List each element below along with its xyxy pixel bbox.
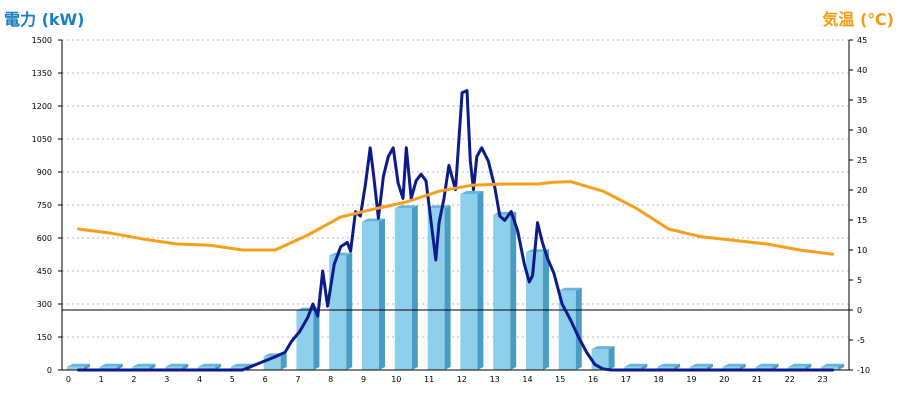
right-tick-label: 20 xyxy=(857,186,867,195)
x-tick-label: 6 xyxy=(263,375,268,384)
x-tick-label: 12 xyxy=(457,375,467,384)
bar-9 xyxy=(362,218,386,370)
right-tick-label: 45 xyxy=(857,36,867,45)
x-tick-label: 10 xyxy=(391,375,401,384)
bar-10 xyxy=(394,205,418,370)
right-tick-label: 15 xyxy=(857,216,867,225)
x-tick-label: 16 xyxy=(588,375,598,384)
bar-21 xyxy=(755,363,779,370)
x-tick-label: 2 xyxy=(131,375,136,384)
left-tick-label: 0 xyxy=(47,366,52,375)
right-tick-label: -10 xyxy=(857,366,870,375)
left-tick-label: 150 xyxy=(37,333,52,342)
x-tick-label: 15 xyxy=(555,375,565,384)
x-tick-label: 14 xyxy=(522,375,532,384)
left-tick-label: 300 xyxy=(37,300,52,309)
grid-layer xyxy=(62,39,849,338)
x-tick-label: 5 xyxy=(230,375,235,384)
x-tick-label: 21 xyxy=(752,375,762,384)
bar-20 xyxy=(722,363,746,370)
left-tick-label: 900 xyxy=(37,168,52,177)
axis-layer xyxy=(61,40,850,371)
left-axis-title: 電力 (kW) xyxy=(4,10,85,29)
x-tick-label: 7 xyxy=(295,375,300,384)
x-tick-label: 3 xyxy=(164,375,169,384)
x-tick-label: 8 xyxy=(328,375,333,384)
x-tick-label: 23 xyxy=(818,375,828,384)
x-tick-label: 20 xyxy=(719,375,729,384)
right-axis-title: 気温 (℃) xyxy=(822,10,894,29)
right-tick-label: 35 xyxy=(857,96,867,105)
bar-0 xyxy=(66,363,90,370)
bar-2 xyxy=(132,363,156,370)
bar-3 xyxy=(165,363,189,370)
bar-15 xyxy=(558,287,582,370)
bar-8 xyxy=(329,252,353,370)
x-tick-label: 22 xyxy=(785,375,795,384)
left-tick-label: 1500 xyxy=(32,36,52,45)
x-tick-label: 0 xyxy=(66,375,71,384)
x-tick-label: 9 xyxy=(361,375,366,384)
left-tick-label: 750 xyxy=(37,201,52,210)
left-tick-label: 1350 xyxy=(32,69,52,78)
bar-16 xyxy=(591,346,615,370)
x-tick-label: 19 xyxy=(686,375,696,384)
bar-22 xyxy=(788,363,812,370)
bar-17 xyxy=(624,363,648,370)
tick-layer: 01503004506007509001050120013501500-10-5… xyxy=(32,36,870,384)
line-layer xyxy=(76,89,835,372)
bar-19 xyxy=(689,363,713,370)
power-line xyxy=(76,89,835,372)
x-tick-label: 18 xyxy=(654,375,664,384)
left-tick-label: 600 xyxy=(37,234,52,243)
right-tick-label: 30 xyxy=(857,126,867,135)
bar-4 xyxy=(198,363,222,370)
right-tick-label: 25 xyxy=(857,156,867,165)
bar-layer xyxy=(66,191,845,370)
bar-1 xyxy=(99,363,123,370)
left-tick-label: 450 xyxy=(37,267,52,276)
right-tick-label: 0 xyxy=(857,306,862,315)
temperature-line xyxy=(76,180,835,256)
x-tick-label: 1 xyxy=(99,375,104,384)
bar-13 xyxy=(493,211,517,370)
left-tick-label: 1200 xyxy=(32,102,52,111)
bar-23 xyxy=(821,363,845,370)
left-tick-label: 1050 xyxy=(32,135,52,144)
right-tick-label: 10 xyxy=(857,246,867,255)
right-tick-label: 5 xyxy=(857,276,862,285)
x-tick-label: 13 xyxy=(490,375,500,384)
right-tick-label: -5 xyxy=(857,336,865,345)
bar-12 xyxy=(460,191,484,370)
x-tick-label: 17 xyxy=(621,375,631,384)
bar-11 xyxy=(427,205,451,370)
x-tick-label: 4 xyxy=(197,375,202,384)
right-tick-label: 40 xyxy=(857,66,867,75)
bar-18 xyxy=(657,363,681,370)
x-tick-label: 11 xyxy=(424,375,434,384)
